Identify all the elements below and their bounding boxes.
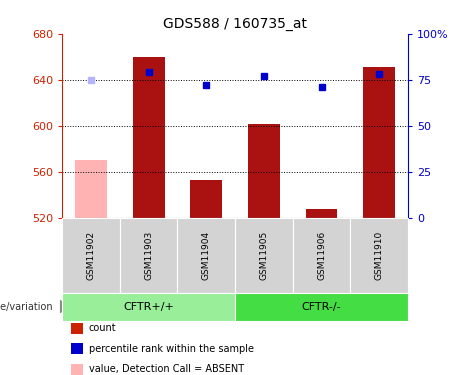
Text: GSM11910: GSM11910 [375,230,384,280]
Bar [75,160,107,218]
Text: GSM11904: GSM11904 [202,230,211,280]
Text: percentile rank within the sample: percentile rank within the sample [89,344,254,354]
Bar [248,124,280,217]
Text: GSM11902: GSM11902 [87,230,95,280]
Polygon shape [60,300,73,313]
Text: genotype/variation: genotype/variation [0,302,53,312]
Text: value, Detection Call = ABSENT: value, Detection Call = ABSENT [89,364,243,374]
Title: GDS588 / 160735_at: GDS588 / 160735_at [163,17,307,32]
Text: CFTR+/+: CFTR+/+ [123,302,174,312]
Text: CFTR-/-: CFTR-/- [302,302,341,312]
Bar [190,180,222,218]
Text: GSM11905: GSM11905 [260,230,268,280]
Bar [306,210,337,218]
Text: GSM11906: GSM11906 [317,230,326,280]
Bar [363,67,395,218]
Bar [133,57,165,217]
Text: GSM11903: GSM11903 [144,230,153,280]
Text: count: count [89,323,116,333]
